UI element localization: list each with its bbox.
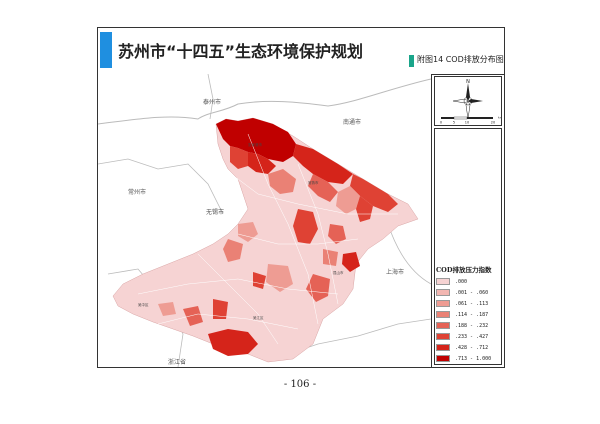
region-xiangcheng — [238, 222, 258, 242]
map-svg: 泰州市 南通市 常州市 无锡市 上海市 浙江省 张家港市 常熟市 昆山市 吴江区… — [98, 74, 431, 367]
region-wuzhong-south — [183, 306, 203, 326]
legend-item: .061 - .113 — [436, 299, 502, 308]
scale-unit: km — [498, 116, 501, 120]
region-taicang-north — [350, 174, 398, 212]
legend: COD排放压力指数 .000 .001 - .060 .061 - .113 .… — [436, 264, 502, 365]
region-changshu-north — [293, 144, 353, 184]
legend-swatch — [436, 344, 450, 351]
page-number: - 106 - — [283, 379, 317, 390]
legend-rows: .000 .001 - .060 .061 - .113 .114 - .187… — [436, 277, 502, 363]
legend-label: .114 - .187 — [455, 311, 489, 318]
label-taizhou: 泰州市 — [203, 98, 221, 106]
north-arrow-icon — [452, 83, 483, 120]
label-zhangjiagang: 张家港市 — [248, 142, 262, 147]
scale-tick-1: 5 — [453, 121, 455, 125]
yangtze-river-line — [98, 78, 431, 125]
label-zhejiang: 浙江省 — [168, 358, 186, 366]
legend-swatch — [436, 278, 450, 285]
township-boundaries — [137, 133, 398, 345]
legend-label: .188 - .232 — [455, 322, 489, 329]
legend-swatch — [436, 289, 450, 296]
region-changshu-south — [336, 186, 360, 214]
legend-swatch — [436, 311, 450, 318]
region-kunshan-west — [293, 209, 318, 244]
title-accent-bar — [100, 32, 112, 68]
compass-svg: N 0 5 10 20 km — [440, 79, 503, 125]
label-changshu: 常熟市 — [308, 180, 319, 185]
legend-item: .233 - .427 — [436, 332, 502, 341]
legend-item: .713 - 1.000 — [436, 354, 502, 363]
label-kunshan: 昆山市 — [333, 270, 344, 275]
compass-box: N 0 5 10 20 km — [434, 76, 503, 126]
side-panel: N 0 5 10 20 km — [432, 74, 504, 367]
legend-item: .428 - .712 — [436, 343, 502, 352]
legend-label: .428 - .712 — [455, 344, 489, 351]
region-wuzhong-west — [158, 302, 176, 316]
figure-frame: 苏州市“十四五”生态环境保护规划 附图14 COD排放分布图 — [97, 27, 505, 368]
legend-label: .233 - .427 — [455, 333, 489, 340]
title-bar: 苏州市“十四五”生态环境保护规划 附图14 COD排放分布图 — [98, 28, 504, 75]
region-zhangjiagang-north — [216, 118, 296, 162]
scale-tick-2: 10 — [465, 121, 469, 125]
legend-box — [434, 128, 502, 365]
legend-item: .188 - .232 — [436, 321, 502, 330]
region-kunshan-south — [323, 249, 338, 266]
region-kunshan-east — [342, 252, 360, 272]
region-changshu-west — [268, 169, 296, 194]
label-changzhou: 常州市 — [128, 188, 146, 196]
figure-label: 附图14 COD排放分布图 — [417, 55, 504, 64]
compass-north-letter: N — [466, 79, 470, 85]
region-kunshan-north — [328, 224, 346, 244]
legend-item: .114 - .187 — [436, 310, 502, 319]
label-wujiang: 吴江区 — [253, 315, 264, 320]
region-zhangjiagang-mid — [248, 152, 276, 174]
map-area: 泰州市 南通市 常州市 无锡市 上海市 浙江省 张家港市 常熟市 昆山市 吴江区… — [98, 74, 432, 367]
boundary-line-west — [98, 158, 224, 215]
region-wujiang-center — [253, 272, 266, 289]
region-zhangjiagang-west — [230, 146, 248, 169]
legend-swatch — [436, 322, 450, 329]
legend-item: .000 — [436, 277, 502, 286]
region-wuzhong-east — [213, 299, 228, 319]
legend-label: .000 — [455, 278, 468, 285]
region-changshu-center — [308, 174, 338, 202]
legend-label: .001 - .060 — [455, 289, 489, 296]
document-title: 苏州市“十四五”生态环境保护规划 — [118, 42, 364, 61]
region-suzhou-center — [223, 239, 243, 262]
label-shanghai: 上海市 — [386, 268, 404, 276]
boundary-line-north — [207, 74, 214, 120]
legend-title: COD排放压力指数 — [436, 266, 492, 274]
label-nantong: 南通市 — [343, 118, 361, 126]
legend-swatch — [436, 333, 450, 340]
legend-label: .713 - 1.000 — [455, 355, 492, 362]
region-wujiang-south — [208, 329, 258, 356]
scale-tick-0: 0 — [440, 121, 442, 125]
legend-label: .061 - .113 — [455, 300, 489, 307]
legend-swatch — [436, 300, 450, 307]
legend-swatch — [436, 355, 450, 362]
scale-tick-3: 20 — [491, 121, 495, 125]
region-taicang-center — [356, 196, 373, 222]
label-wuzhong: 吴中区 — [138, 302, 149, 307]
region-wujiang-north — [266, 264, 293, 292]
label-wuxi: 无锡市 — [206, 208, 224, 216]
legend-item: .001 - .060 — [436, 288, 502, 297]
scale-bar — [441, 116, 493, 120]
figure-marker — [409, 55, 414, 67]
